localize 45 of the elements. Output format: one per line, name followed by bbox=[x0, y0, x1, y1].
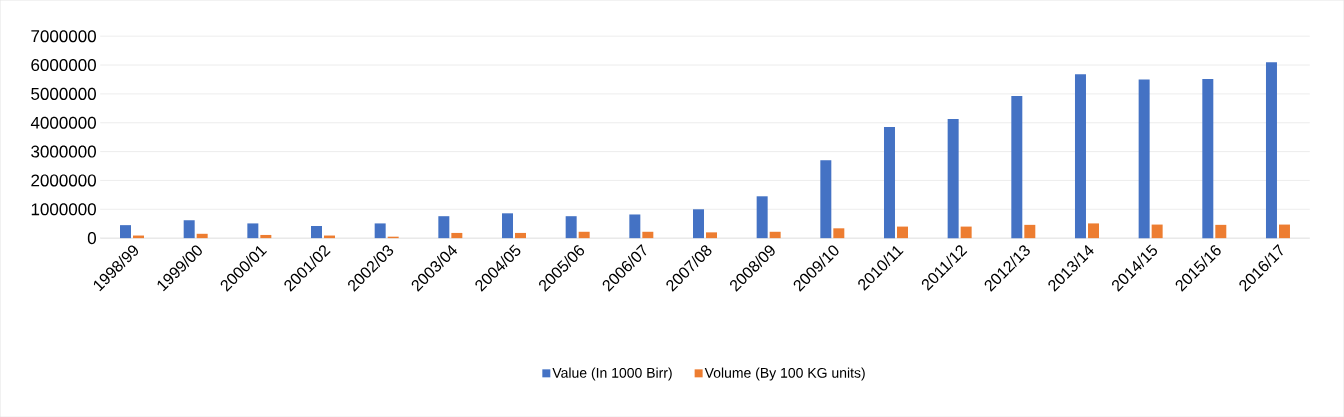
bar bbox=[960, 226, 972, 238]
bar bbox=[1011, 95, 1023, 238]
bar bbox=[502, 213, 513, 238]
bar bbox=[451, 232, 463, 238]
y-tick-label: 6000000 bbox=[31, 58, 96, 71]
bar bbox=[196, 233, 208, 238]
bar bbox=[1138, 79, 1150, 238]
bar bbox=[438, 216, 450, 238]
bar bbox=[693, 209, 704, 238]
bar bbox=[756, 196, 768, 238]
bar bbox=[769, 231, 781, 238]
bar bbox=[705, 232, 717, 238]
y-tick-label: 7000000 bbox=[31, 30, 96, 43]
y-tick-label: 4000000 bbox=[30, 116, 96, 129]
bar bbox=[578, 231, 590, 238]
bar bbox=[1202, 78, 1214, 238]
bar bbox=[183, 220, 195, 238]
y-tick-label: 1000000 bbox=[31, 203, 96, 216]
bar bbox=[947, 118, 959, 238]
bar bbox=[1265, 62, 1277, 238]
bar bbox=[565, 216, 577, 238]
bar bbox=[642, 231, 654, 238]
bar bbox=[1024, 224, 1036, 238]
bar bbox=[883, 126, 895, 238]
y-tick-label: 2000000 bbox=[31, 174, 96, 187]
bar bbox=[629, 214, 641, 238]
bar bbox=[1074, 74, 1086, 238]
bar bbox=[247, 223, 259, 238]
bar bbox=[1278, 224, 1290, 238]
bar bbox=[1215, 224, 1227, 238]
y-tick-label: 3000000 bbox=[31, 145, 96, 158]
y-tick-label: 5000000 bbox=[31, 87, 96, 100]
bar bbox=[311, 225, 323, 238]
bar bbox=[374, 223, 386, 238]
bar bbox=[1087, 223, 1099, 238]
legend-label: Volume (By 100 KG units) bbox=[704, 367, 865, 381]
y-tick-label: 0 bbox=[87, 231, 96, 245]
bar bbox=[120, 225, 132, 238]
bar bbox=[260, 234, 272, 238]
bar bbox=[896, 226, 908, 238]
bar bbox=[1151, 224, 1163, 238]
bar bbox=[515, 232, 526, 238]
legend-label: Value (In 1000 Birr) bbox=[552, 367, 672, 381]
bar bbox=[820, 160, 832, 238]
bar bbox=[833, 228, 845, 238]
